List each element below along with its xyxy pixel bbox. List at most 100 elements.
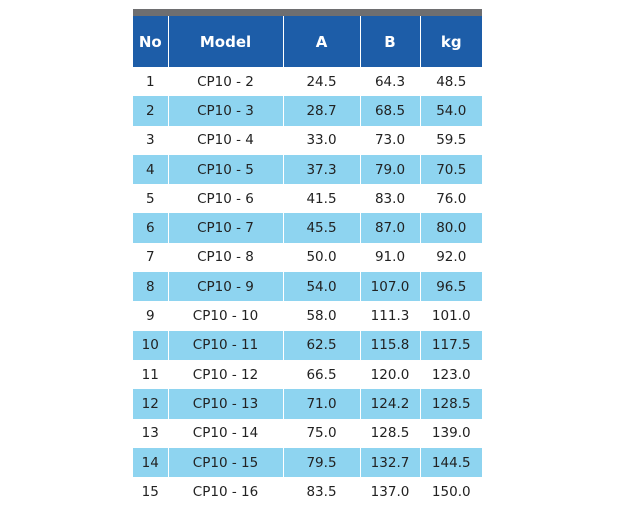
table-cell: 11 [141,366,159,383]
table-cell: 128.5 [359,418,420,448]
table-cell: 139.0 [419,418,482,448]
table-cell: CP10 - 6 [167,184,283,214]
table-cell: 12 [133,389,168,419]
table-cell: 120.0 [359,359,420,390]
table-cell: CP10 - 2 [167,67,283,97]
table-cell: CP10 - 4 [167,125,283,155]
table-cell: 58.0 [282,301,360,331]
table-cell: 66.5 [282,359,360,390]
table-cell: 37.3 [282,154,360,185]
table-cell: 91.0 [359,242,420,273]
table-cell: 24.5 [282,67,360,97]
table-row: 1 CP10 - 2 24.5 64.3 48.5 [133,67,482,97]
table-cell: 76.0 [419,184,482,214]
table-cell: 101.0 [419,301,482,331]
table-cell: 50.0 [282,242,360,273]
table-row: 14 CP10 - 15 79.5 132.7 144.5 [133,447,482,478]
table-cell: CP10 - 9 [167,272,283,302]
table-cell: CP10 - 11 [167,330,283,360]
table-cell: CP10 - 16 [167,477,283,507]
header-cell: Model [167,16,283,67]
table-cell: 9 [145,308,155,325]
table-cell: 128.5 [419,389,482,419]
table-row: 7 CP10 - 8 50.0 91.0 92.0 [133,242,482,273]
table-cell: CP10 - 8 [167,242,283,273]
table-row: 11 CP10 - 12 66.5 120.0 123.0 [133,359,482,390]
table-cell: 10 [133,330,168,360]
table-row: 15 CP10 - 16 83.5 137.0 150.0 [133,477,482,507]
table-cell: 7 [145,249,155,266]
table-cell: 8 [133,272,168,302]
table-cell: 3 [145,132,155,149]
table-cell: 80.0 [419,213,482,243]
table-row: 4 CP10 - 5 37.3 79.0 70.5 [133,154,482,185]
table-cell: 75.0 [282,418,360,448]
table-cell: 15 [141,483,159,500]
table-cell: 96.5 [419,272,482,302]
table-cell: 68.5 [359,96,420,126]
table-cell: CP10 - 12 [167,359,283,390]
table-cell: 117.5 [419,330,482,360]
table-cell: 62.5 [282,330,360,360]
table-cell: 59.5 [419,125,482,155]
table-cell: 150.0 [419,477,482,507]
header-cell: B [359,16,420,67]
table-cell: 123.0 [419,359,482,390]
table-cell: 107.0 [359,272,420,302]
table-cell: 4 [133,154,168,185]
table-cell: 14 [133,447,168,478]
table-row: 10 CP10 - 11 62.5 115.8 117.5 [133,330,482,360]
header-cell: kg [419,16,482,67]
header-cell: A [282,16,360,67]
table-cell: 71.0 [282,389,360,419]
table-cell: 79.0 [359,154,420,185]
table-row: 9 CP10 - 10 58.0 111.3 101.0 [133,301,482,331]
table-cell: CP10 - 15 [167,447,283,478]
table-cell: 28.7 [282,96,360,126]
table-cell: CP10 - 13 [167,389,283,419]
header-cell: No [133,16,168,67]
table-row: 8 CP10 - 9 54.0 107.0 96.5 [133,272,482,302]
table-cell: 41.5 [282,184,360,214]
table-row: 3 CP10 - 4 33.0 73.0 59.5 [133,125,482,155]
table-cell: 5 [145,190,155,207]
table-cell: 83.0 [359,184,420,214]
top-bar [133,9,482,16]
table-row: 13 CP10 - 14 75.0 128.5 139.0 [133,418,482,448]
table-cell: 79.5 [282,447,360,478]
table-cell: 83.5 [282,477,360,507]
table-cell: CP10 - 7 [167,213,283,243]
table-cell: 132.7 [359,447,420,478]
table-body: 1 CP10 - 2 24.5 64.3 48.5 2 CP10 - 3 28.7 68.5 54… [133,67,482,507]
table-cell: 137.0 [359,477,420,507]
table-cell: 70.5 [419,154,482,185]
table-cell: CP10 - 5 [167,154,283,185]
table-row: 12 CP10 - 13 71.0 124.2 128.5 [133,389,482,419]
table-cell: 45.5 [282,213,360,243]
table-cell: 144.5 [419,447,482,478]
table-cell: 48.5 [419,67,482,97]
table-cell: 115.8 [359,330,420,360]
table-cell: 111.3 [359,301,420,331]
table-cell: 1 [145,73,155,90]
table-cell: 92.0 [419,242,482,273]
table-cell: 2 [133,96,168,126]
table-cell: CP10 - 3 [167,96,283,126]
table-cell: 33.0 [282,125,360,155]
table-cell: 54.0 [419,96,482,126]
table-cell: 13 [141,425,159,442]
table-cell: 87.0 [359,213,420,243]
table-cell: 64.3 [359,67,420,97]
table-cell: 54.0 [282,272,360,302]
table-cell: CP10 - 14 [167,418,283,448]
table-row: 2 CP10 - 3 28.7 68.5 54.0 [133,96,482,126]
table-row: 6 CP10 - 7 45.5 87.0 80.0 [133,213,482,243]
table-row: 5 CP10 - 6 41.5 83.0 76.0 [133,184,482,214]
table-cell: 6 [133,213,168,243]
table-cell: CP10 - 10 [167,301,283,331]
table-cell: 73.0 [359,125,420,155]
table-cell: 124.2 [359,389,420,419]
